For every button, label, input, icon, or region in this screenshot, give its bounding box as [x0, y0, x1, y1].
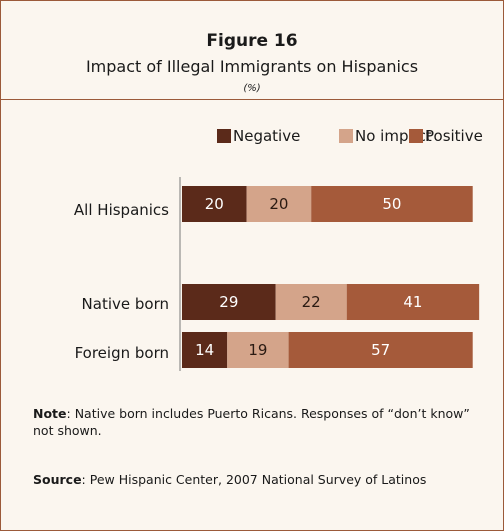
data-label-native-born-no-impact: 22: [302, 293, 321, 311]
figure-unit: (%): [243, 83, 261, 94]
data-label-foreign-born-no-impact: 19: [248, 341, 267, 359]
bar-native-born-no-impact: [275, 284, 347, 320]
bar-native-born-positive: [346, 284, 480, 320]
data-label-foreign-born-positive: 57: [371, 341, 390, 359]
legend-item-positive: Positive: [409, 127, 483, 145]
data-label-foreign-born-negative: 14: [195, 341, 214, 359]
bar-foreign-born-positive: [288, 332, 473, 368]
source-label: Source: [33, 472, 82, 487]
bar-all-hispanics-no-impact: [246, 186, 312, 222]
chart-source: Source: Pew Hispanic Center, 2007 Nation…: [33, 471, 483, 488]
legend-swatch-negative: [217, 129, 231, 143]
legend-item-negative: Negative: [217, 127, 300, 145]
note-label: Note: [33, 406, 67, 421]
chart-legend: Negative No impact Positive: [1, 127, 503, 151]
category-label-all-hispanics: All Hispanics: [73, 201, 169, 219]
bar-all-hispanics-negative: [182, 186, 247, 222]
stacked-bar-chart: 20 20 50 29 22 41 14 19 57: [179, 177, 480, 371]
data-label-all-hispanics-negative: 20: [205, 195, 224, 213]
legend-label-negative: Negative: [233, 127, 301, 145]
note-text: : Native born includes Puerto Ricans. Re…: [33, 406, 470, 438]
legend-swatch-positive: [409, 129, 423, 143]
data-label-native-born-positive: 41: [403, 293, 422, 311]
bar-foreign-born-negative: [182, 332, 228, 368]
data-label-all-hispanics-no-impact: 20: [269, 195, 288, 213]
data-label-all-hispanics-positive: 50: [382, 195, 401, 213]
category-label-foreign-born: Foreign born: [74, 344, 169, 362]
figure-header: Figure 16 Impact of Illegal Immigrants o…: [1, 1, 503, 100]
figure-label: Figure 16: [206, 31, 298, 51]
category-label-native-born: Native born: [81, 295, 169, 313]
bar-native-born-negative: [182, 284, 276, 320]
legend-swatch-no-impact: [339, 129, 353, 143]
bar-foreign-born-no-impact: [227, 332, 289, 368]
chart-note: Note: Native born includes Puerto Ricans…: [33, 405, 483, 439]
bar-all-hispanics-positive: [311, 186, 473, 222]
figure-title: Impact of Illegal Immigrants on Hispanic…: [85, 57, 419, 76]
legend-label-positive: Positive: [425, 127, 483, 145]
source-text: : Pew Hispanic Center, 2007 National Sur…: [81, 472, 427, 487]
data-label-native-born-negative: 29: [219, 293, 238, 311]
